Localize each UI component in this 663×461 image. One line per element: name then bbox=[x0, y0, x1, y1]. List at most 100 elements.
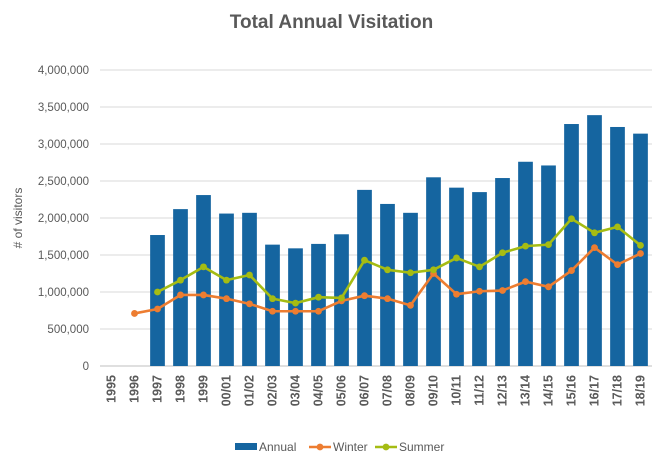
y-tick-label: 1,000,000 bbox=[38, 287, 89, 299]
point-winter bbox=[292, 307, 299, 315]
point-summer bbox=[499, 249, 506, 257]
bar-series bbox=[150, 115, 648, 367]
line-series bbox=[131, 215, 644, 317]
x-tick-label: 01/02 bbox=[243, 375, 257, 406]
point-summer bbox=[476, 263, 483, 271]
bar-annual bbox=[518, 161, 533, 366]
x-tick-label: 17/18 bbox=[611, 375, 625, 406]
point-winter bbox=[545, 283, 552, 291]
point-winter bbox=[200, 291, 207, 299]
point-summer bbox=[407, 269, 414, 277]
x-tick-label: 15/16 bbox=[565, 375, 579, 406]
point-winter bbox=[637, 250, 644, 257]
point-winter bbox=[499, 287, 506, 294]
grid-lines bbox=[100, 69, 652, 367]
axes: 0 500,000 1,000,000 1,500,000 2,000,000 2,500… bbox=[11, 65, 648, 406]
point-summer bbox=[430, 266, 437, 274]
legend-label-annual: Annual bbox=[259, 440, 296, 454]
point-winter bbox=[131, 310, 138, 317]
bar-annual bbox=[472, 192, 487, 366]
y-tick-label: 3,500,000 bbox=[38, 102, 89, 114]
legend-marker-winter bbox=[316, 443, 324, 451]
point-summer bbox=[223, 276, 230, 284]
point-winter bbox=[269, 307, 276, 315]
point-summer bbox=[568, 215, 575, 223]
point-winter bbox=[177, 291, 184, 299]
point-winter bbox=[522, 278, 529, 286]
bar-annual bbox=[495, 178, 510, 366]
bar-annual bbox=[219, 213, 234, 366]
y-tick-label: 3,000,000 bbox=[38, 139, 89, 151]
x-tick-label: 03/04 bbox=[289, 375, 303, 406]
y-tick-label: 0 bbox=[83, 361, 89, 373]
x-tick-label: 07/08 bbox=[381, 375, 395, 406]
point-summer bbox=[637, 241, 644, 249]
x-tick-label: 1999 bbox=[197, 375, 211, 403]
point-summer bbox=[269, 295, 276, 303]
bar-annual bbox=[288, 248, 303, 366]
point-summer bbox=[154, 288, 161, 296]
line-summer bbox=[156, 217, 642, 305]
point-summer bbox=[545, 241, 552, 249]
chart-title: Total Annual Visitation bbox=[229, 12, 434, 33]
bar-annual bbox=[311, 243, 326, 366]
bar-annual bbox=[265, 244, 280, 366]
x-tick-label: 11/12 bbox=[473, 375, 487, 406]
legend-swatch-annual bbox=[235, 443, 257, 450]
point-winter bbox=[614, 261, 621, 269]
point-summer bbox=[338, 294, 345, 302]
point-summer bbox=[292, 299, 299, 307]
point-winter bbox=[223, 295, 230, 303]
legend-marker-summer bbox=[382, 443, 390, 451]
point-winter bbox=[591, 244, 598, 252]
x-tick-label: 16/17 bbox=[588, 375, 602, 406]
point-winter bbox=[568, 267, 575, 274]
x-tick-label: 13/14 bbox=[519, 375, 533, 406]
bar-annual bbox=[380, 203, 395, 366]
x-tick-label: 12/13 bbox=[496, 375, 510, 406]
bar-annual bbox=[449, 187, 464, 366]
x-tick-label: 08/09 bbox=[404, 375, 418, 406]
bar-annual bbox=[610, 126, 625, 366]
y-tick-label: 2,500,000 bbox=[38, 176, 89, 188]
point-summer bbox=[614, 223, 621, 231]
y-axis-label: # of visitors bbox=[11, 188, 25, 249]
legend-label-winter: Winter bbox=[333, 440, 368, 454]
x-tick-label: 1998 bbox=[174, 375, 188, 403]
bar-annual bbox=[564, 124, 579, 367]
x-tick-label: 1995 bbox=[105, 375, 119, 403]
bar-annual bbox=[587, 115, 602, 366]
bar-annual bbox=[357, 189, 372, 366]
y-tick-label: 1,500,000 bbox=[38, 250, 89, 262]
x-tick-label: 1997 bbox=[151, 375, 165, 403]
point-summer bbox=[315, 293, 322, 301]
y-tick-label: 2,000,000 bbox=[38, 213, 89, 225]
point-winter bbox=[246, 300, 253, 308]
bar-annual bbox=[150, 235, 165, 366]
bar-annual bbox=[541, 165, 556, 366]
point-winter bbox=[453, 290, 460, 298]
y-tick-label: 500,000 bbox=[47, 324, 89, 336]
bar-annual bbox=[173, 209, 188, 366]
point-summer bbox=[361, 256, 368, 264]
x-tick-label: 00/01 bbox=[220, 375, 234, 406]
x-tick-label: 05/06 bbox=[335, 375, 349, 406]
bar-annual bbox=[633, 133, 648, 366]
bar-annual bbox=[403, 212, 418, 366]
bar-annual bbox=[196, 195, 211, 366]
legend: Annual Winter Summer bbox=[235, 440, 444, 454]
point-summer bbox=[453, 254, 460, 262]
point-summer bbox=[246, 271, 253, 279]
point-winter bbox=[154, 305, 161, 313]
point-summer bbox=[591, 229, 598, 237]
x-tick-label: 09/10 bbox=[427, 375, 441, 406]
x-tick-label: 10/11 bbox=[450, 375, 464, 406]
bar-annual bbox=[242, 212, 257, 366]
x-tick-label: 06/07 bbox=[358, 375, 372, 406]
point-summer bbox=[384, 266, 391, 274]
point-winter bbox=[476, 287, 483, 295]
point-summer bbox=[522, 242, 529, 250]
point-winter bbox=[407, 301, 414, 309]
